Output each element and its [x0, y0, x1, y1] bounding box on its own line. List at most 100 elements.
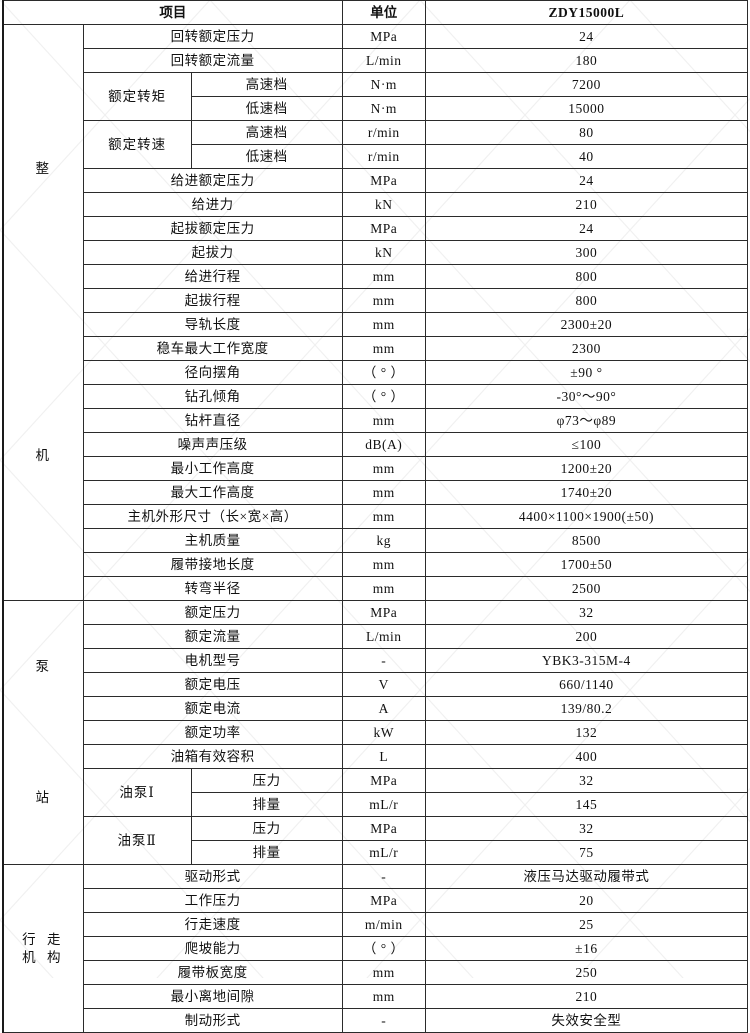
- subgroup-cell: 额定转矩: [82, 72, 192, 121]
- table-row: 额定电流 A 139/80.2: [3, 696, 749, 721]
- item-label-cell: 回转额定压力: [82, 24, 343, 49]
- subgroup-cell: 额定转速: [82, 120, 192, 169]
- table-row: 油泵Ⅱ 压力 MPa 32: [3, 816, 749, 865]
- unit-cell: MPa: [341, 600, 426, 625]
- value-cell: 4400×1100×1900(±50): [424, 504, 749, 529]
- table-row: 起拔行程 mm 800: [3, 288, 749, 313]
- value-cell: ≤100: [424, 432, 749, 457]
- table-row: 工作压力 MPa 20: [3, 888, 749, 913]
- table-row: 额定转矩 高速档 N·m 7200: [3, 72, 749, 121]
- item-label-cell: 稳车最大工作宽度: [82, 336, 343, 361]
- item-label-cell: 油箱有效容积: [82, 744, 343, 769]
- unit-cell: MPa: [341, 24, 426, 49]
- table-row: 泵站额定压力 MPa 32: [1, 600, 749, 865]
- table-row: 转弯半径 mm 2500: [3, 576, 749, 601]
- item-label-cell: 径向摆角: [82, 360, 343, 385]
- value-cell: 400: [424, 744, 749, 769]
- value-cell: 1700±50: [424, 552, 749, 577]
- table-row: 电机型号 - YBK3-315M-4: [3, 648, 749, 673]
- table-row: 导轨长度 mm 2300±20: [3, 312, 749, 337]
- category-char: 整: [35, 160, 52, 176]
- item-label-cell: 给进额定压力: [82, 168, 343, 193]
- value-cell: 200: [424, 624, 749, 649]
- table-row: 给进行程 mm 800: [3, 264, 749, 289]
- value-cell: 660/1140: [424, 672, 749, 697]
- item-label-cell: 额定电压: [82, 672, 343, 697]
- unit-cell: （ ° ）: [341, 384, 426, 409]
- item-label-cell: 履带板宽度: [82, 960, 343, 985]
- value-cell: 75: [424, 840, 749, 865]
- category-char: 站: [35, 790, 52, 806]
- table-row: 额定转速 高速档 r/min 80: [3, 120, 749, 169]
- value-cell: 24: [424, 24, 749, 49]
- table-row: 回转额定流量 L/min 180: [3, 48, 749, 73]
- item-label-cell: 额定功率: [82, 720, 343, 745]
- value-cell: 210: [424, 984, 749, 1009]
- item-label-cell: 电机型号: [82, 648, 343, 673]
- item-label-cell: 额定电流: [82, 696, 343, 721]
- table-row: 最小离地间隙 mm 210: [3, 984, 749, 1009]
- value-cell: ±90 °: [424, 360, 749, 385]
- value-cell: 失效安全型: [424, 1008, 749, 1033]
- unit-cell: kW: [341, 720, 426, 745]
- table-row: 稳车最大工作宽度 mm 2300: [3, 336, 749, 361]
- unit-cell: -: [341, 864, 426, 889]
- unit-cell: mm: [341, 576, 426, 601]
- item-label-cell: 起拔力: [82, 240, 343, 265]
- unit-cell: MPa: [341, 768, 426, 793]
- item-label-cell: 起拔额定压力: [82, 216, 343, 241]
- value-cell: 139/80.2: [424, 696, 749, 721]
- unit-cell: mm: [341, 504, 426, 529]
- value-cell: 2300: [424, 336, 749, 361]
- unit-cell: N·m: [341, 72, 426, 97]
- value-cell: 8500: [424, 528, 749, 553]
- item-label-cell: 履带接地长度: [82, 552, 343, 577]
- value-cell: 40: [424, 144, 749, 169]
- item-label-cell: 起拔行程: [82, 288, 343, 313]
- value-cell: 132: [424, 720, 749, 745]
- value-cell: 250: [424, 960, 749, 985]
- item-label-cell: 压力: [190, 816, 343, 841]
- item-label-cell: 低速档: [190, 144, 343, 169]
- table-row: 给进力 kN 210: [3, 192, 749, 217]
- unit-cell: A: [341, 696, 426, 721]
- table-row: 整机回转额定压力 MPa 24: [1, 24, 749, 601]
- item-label-cell: 驱动形式: [82, 864, 343, 889]
- unit-cell: -: [341, 1008, 426, 1033]
- item-label-cell: 高速档: [190, 72, 343, 97]
- unit-cell: mL/r: [341, 792, 426, 817]
- table-row: 起拔力 kN 300: [3, 240, 749, 265]
- unit-cell: V: [341, 672, 426, 697]
- table-row: 行走速度 m/min 25: [3, 912, 749, 937]
- table-row: 额定电压 V 660/1140: [3, 672, 749, 697]
- item-label-cell: 行走速度: [82, 912, 343, 937]
- table-row: 钻孔倾角（ ° ） -30°～90°: [3, 384, 749, 409]
- value-cell: 1740±20: [424, 480, 749, 505]
- unit-cell: mm: [341, 288, 426, 313]
- item-label-cell: 转弯半径: [82, 576, 343, 601]
- item-label-cell: 制动形式: [82, 1008, 343, 1033]
- item-label-cell: 排量: [190, 792, 343, 817]
- item-label-cell: 低速档: [190, 96, 343, 121]
- unit-cell: mm: [341, 336, 426, 361]
- value-cell: 2500: [424, 576, 749, 601]
- item-label-cell: 额定流量: [82, 624, 343, 649]
- item-label-cell: 爬坡能力: [82, 936, 343, 961]
- item-label-cell: 给进行程: [82, 264, 343, 289]
- category-line: 机 构: [22, 949, 65, 965]
- unit-cell: MPa: [341, 216, 426, 241]
- item-label-cell: 钻杆直径: [82, 408, 343, 433]
- table-header-row: 项目 单位 ZDY15000L: [1, 0, 749, 25]
- value-cell: 液压马达驱动履带式: [424, 864, 749, 889]
- item-label-cell: 钻孔倾角: [82, 384, 343, 409]
- unit-cell: N·m: [341, 96, 426, 121]
- unit-cell: dB(A): [341, 432, 426, 457]
- unit-cell: （ ° ）: [341, 936, 426, 961]
- item-label-cell: 导轨长度: [82, 312, 343, 337]
- table-row: 额定功率 kW 132: [3, 720, 749, 745]
- unit-cell: L: [341, 744, 426, 769]
- item-label-cell: 给进力: [82, 192, 343, 217]
- header-model-cell: ZDY15000L: [424, 0, 749, 25]
- table-row: 起拔额定压力 MPa 24: [3, 216, 749, 241]
- item-label-cell: 压力: [190, 768, 343, 793]
